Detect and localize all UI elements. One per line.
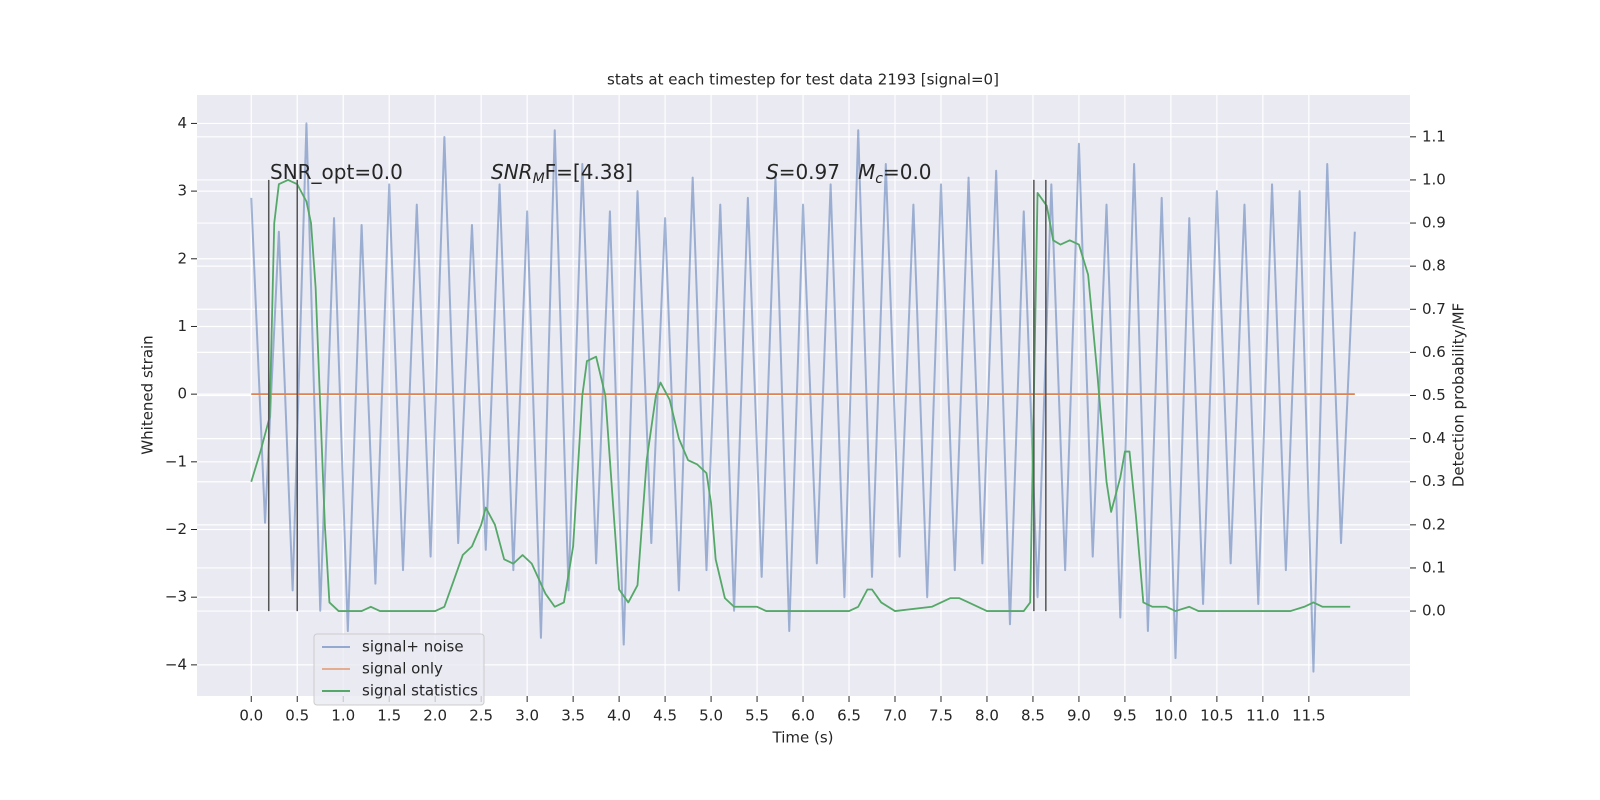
x-tick-label: 3.0 [515,707,539,725]
x-tick-label: 10.0 [1154,707,1187,725]
x-tick-label: 8.0 [975,707,999,725]
x-tick-label: 4.0 [607,707,631,725]
y2-tick-label: 0.5 [1422,386,1446,404]
y2-tick-label: 0.0 [1422,602,1446,620]
x-tick-label: 11.0 [1246,707,1279,725]
x-tick-label: 6.5 [837,707,861,725]
chart-title: stats at each timestep for test data 219… [607,71,999,89]
y-tick-label: 1 [177,317,187,335]
annotation-part: SNR [491,160,533,184]
annotation: SNRMF=[4.38] [491,160,633,188]
x-tick-label: 6.0 [791,707,815,725]
x-tick-label: 10.5 [1200,707,1233,725]
series-line [250,122,1356,673]
y2-tick-label: 0.8 [1422,257,1446,275]
grid [197,95,1410,696]
x-tick-label: 9.5 [1113,707,1137,725]
y2-tick-label: 0.1 [1422,558,1446,576]
annotation-part: M [533,171,545,187]
annotation: S=0.97 Mc=0.0 [766,160,932,188]
y-tick-label: 2 [177,249,187,267]
axes: 0.0 0.5 1.0 1.5 2.0 2.5 3.0 3.5 4.0 4.5 5.0 5.5 6.0 6… [165,114,1446,725]
annotation-part: c [875,171,883,187]
y2-tick-label: 0.4 [1422,429,1446,447]
x-tick-label: 0.5 [285,707,309,725]
y2-tick-label: 0.3 [1422,472,1446,490]
y2-axis-label: Detection probability/MF [1450,303,1468,487]
annotation-part: F=[4.38] [545,160,633,184]
x-tick-label: 2.5 [469,707,493,725]
legend-label: signal only [362,660,443,678]
annotation-part: =0.97 [779,160,840,184]
x-tick-label: 2.0 [423,707,447,725]
series-line [250,179,1351,612]
annotation-part: M [858,160,875,184]
x-tick-label: 4.5 [653,707,677,725]
x-tick-label: 5.0 [699,707,723,725]
legend-label: signal statistics [362,682,478,700]
y2-tick-label: 0.7 [1422,300,1446,318]
y-axis-label: Whitened strain [139,335,157,454]
x-tick-label: 1.0 [331,707,355,725]
annotation-part: S [766,160,779,184]
y-tick-label: −4 [165,655,187,673]
legend-box [313,633,485,706]
y2-tick-label: 0.6 [1422,343,1446,361]
x-tick-label: 9.0 [1067,707,1091,725]
y2-tick-label: 0.2 [1422,515,1446,533]
y-tick-label: −2 [165,520,187,538]
y-tick-label: 3 [177,182,187,200]
x-tick-label: 1.5 [377,707,401,725]
y2-tick-label: 0.9 [1422,214,1446,232]
x-tick-label: 0.0 [239,707,263,725]
x-axis-label: Time (s) [772,729,834,747]
y-tick-label: −3 [165,588,187,606]
y-tick-label: −1 [165,452,187,470]
x-tick-label: 5.5 [745,707,769,725]
x-tick-label: 7.5 [929,707,953,725]
y-tick-label: 4 [177,114,187,132]
x-tick-label: 8.5 [1021,707,1045,725]
x-tick-label: 11.5 [1292,707,1325,725]
annotation: SNR_opt=0.0 [270,160,403,184]
annotation-part: =0.0 [883,160,932,184]
annotation-part: SNR_opt=0.0 [270,160,403,184]
y2-tick-label: 1.1 [1422,127,1446,145]
x-tick-label: 3.5 [561,707,585,725]
marks [250,122,1356,673]
y2-tick-label: 1.0 [1422,170,1446,188]
legend-label: signal+ noise [362,638,464,656]
legend: signal+ noise signal only signal statistic… [313,633,485,706]
x-tick-label: 7.0 [883,707,907,725]
y-tick-label: 0 [177,385,187,403]
